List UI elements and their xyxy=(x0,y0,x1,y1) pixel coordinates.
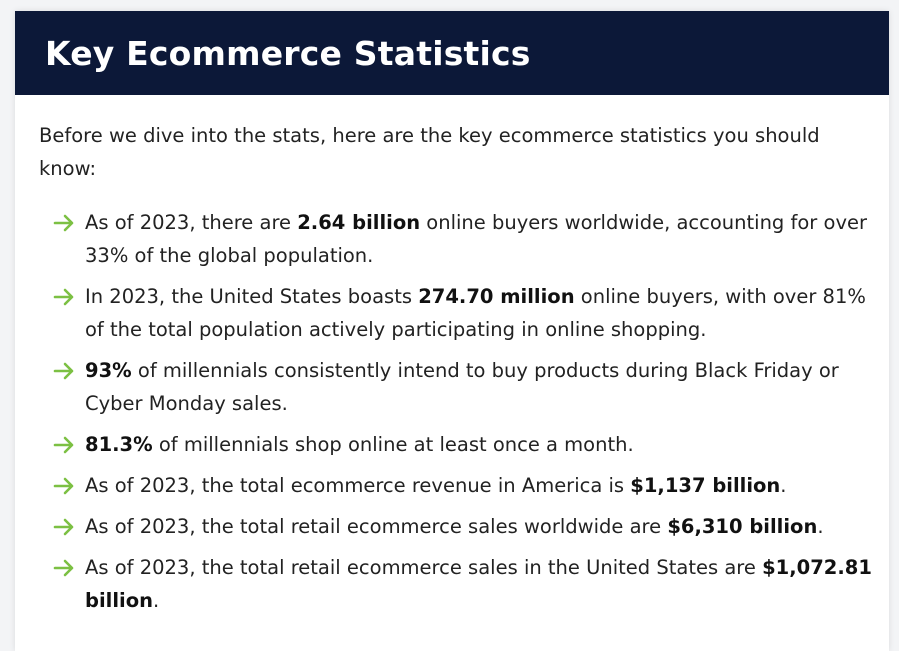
arrow-right-icon xyxy=(53,288,74,306)
list-item: 81.3% of millennials shop online at leas… xyxy=(53,428,885,461)
statistics-card: Key Ecommerce Statistics Before we dive … xyxy=(15,11,889,651)
arrow-right-icon xyxy=(53,362,74,380)
intro-paragraph: Before we dive into the stats, here are … xyxy=(39,124,820,180)
section-title: Key Ecommerce Statistics xyxy=(45,33,531,73)
item-text: online buyers worldwide, accounting for … xyxy=(85,211,868,267)
item-highlight: $1,137 billion xyxy=(630,474,781,497)
item-text: of millennials consistently intend to bu… xyxy=(85,359,839,415)
list-item: 93% of millennials consistently intend t… xyxy=(53,354,885,420)
item-text: . xyxy=(817,515,824,538)
item-text: . xyxy=(152,589,160,612)
item-highlight: 93% xyxy=(85,359,132,382)
list-item: As of 2023, there are 2.64 billion onlin… xyxy=(53,206,885,272)
item-highlight: 81.3% xyxy=(85,433,153,456)
item-text: online buyers, with over 81% of the tota… xyxy=(85,285,866,341)
item-text: of millennials shop online at least once… xyxy=(152,433,634,456)
item-highlight: $1,072.81 billion xyxy=(85,556,872,612)
arrow-right-icon xyxy=(53,477,74,495)
arrow-right-icon xyxy=(53,518,74,536)
item-text: As of 2023, the total ecommerce revenue … xyxy=(85,474,631,497)
item-highlight: $6,310 billion xyxy=(667,515,818,538)
item-text: As of 2023, the total retail ecommerce s… xyxy=(85,556,763,579)
item-text: . xyxy=(780,474,787,497)
item-text: As of 2023, there are xyxy=(85,211,298,234)
arrow-right-icon xyxy=(53,436,74,454)
section-header: Key Ecommerce Statistics xyxy=(15,11,889,95)
arrow-right-icon xyxy=(53,559,74,577)
item-text: As of 2023, the total retail ecommerce s… xyxy=(85,515,668,538)
list-item: As of 2023, the total retail ecommerce s… xyxy=(53,510,885,543)
arrow-right-icon xyxy=(53,214,74,232)
list-item: In 2023, the United States boasts 274.70… xyxy=(53,280,885,346)
item-highlight: 274.70 million xyxy=(418,285,575,308)
item-highlight: 2.64 billion xyxy=(297,211,421,234)
statistics-list: As of 2023, there are 2.64 billion onlin… xyxy=(39,206,872,617)
section-body: Before we dive into the stats, here are … xyxy=(15,119,889,617)
list-item: As of 2023, the total retail ecommerce s… xyxy=(53,551,885,617)
list-item: As of 2023, the total ecommerce revenue … xyxy=(53,469,885,502)
item-text: In 2023, the United States boasts xyxy=(85,285,419,308)
